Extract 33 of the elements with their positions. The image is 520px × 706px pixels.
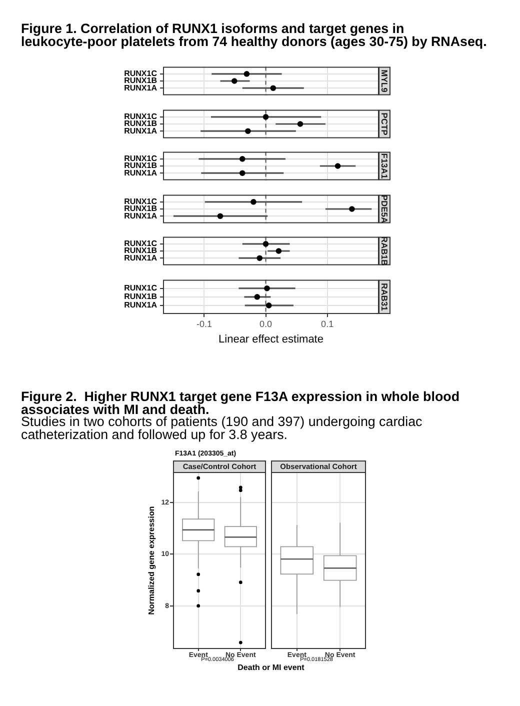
x-tick-label: -0.1 <box>196 318 212 328</box>
caption: Figure 1. Correlation of RUNX1 isoforms and target genes in leukocyte-poor platelets from 74 healthy donors (ages 30-75) by RNAseq. <box>21 21 487 48</box>
text: MYL9 <box>380 70 390 93</box>
y-tick-label: RUNX1A <box>124 83 158 92</box>
y-tick-label: RUNX1C <box>124 69 158 78</box>
y-tick-label: RUNX1B <box>124 204 158 213</box>
y-tick-label: RUNX1C <box>124 283 158 292</box>
y-tick-label: RUNX1A <box>124 168 158 178</box>
text: RAB31 <box>380 282 390 311</box>
y-tick-label: RUNX1A <box>124 126 158 135</box>
y-tick-label: RUNX1A <box>124 253 158 262</box>
y-tick-label: RUNX1C <box>124 196 158 206</box>
y-tick-label: RUNX1B <box>124 161 158 170</box>
y-tick-label: RUNX1A <box>124 300 158 310</box>
y-axis-title: Normalized gene expression <box>147 506 156 615</box>
text: PCTP <box>380 112 390 136</box>
y-tick-label: RUNX1C <box>124 112 158 121</box>
y-tick-label: RUNX1B <box>124 118 158 128</box>
caption: Figure 2. Higher RUNX1 target gene F13A expression in whole blood associates with MI and death. <box>21 389 460 416</box>
y-tick-label: RUNX1C <box>124 154 158 164</box>
text: Studies in two cohorts of patients (190 and 397) undergoing cardiac catheterization and followed up for 3.8 years. <box>21 414 422 442</box>
x-axis-title: Death or MI event <box>238 663 304 672</box>
text: RAB1B <box>380 236 390 266</box>
text: PDE5A <box>380 194 390 223</box>
y-tick-label: RUNX1B <box>124 292 158 301</box>
x-tick-label: 0.1 <box>321 318 334 328</box>
x-axis-title: Linear effect estimate <box>218 332 324 345</box>
y-tick-label: RUNX1A <box>124 210 158 220</box>
x-tick-label: 0.0 <box>260 318 272 328</box>
y-tick-label: RUNX1C <box>124 239 158 248</box>
y-tick-label: RUNX1B <box>124 76 158 86</box>
y-tick-label: RUNX1B <box>124 246 158 256</box>
text: F13A1 <box>380 153 390 180</box>
